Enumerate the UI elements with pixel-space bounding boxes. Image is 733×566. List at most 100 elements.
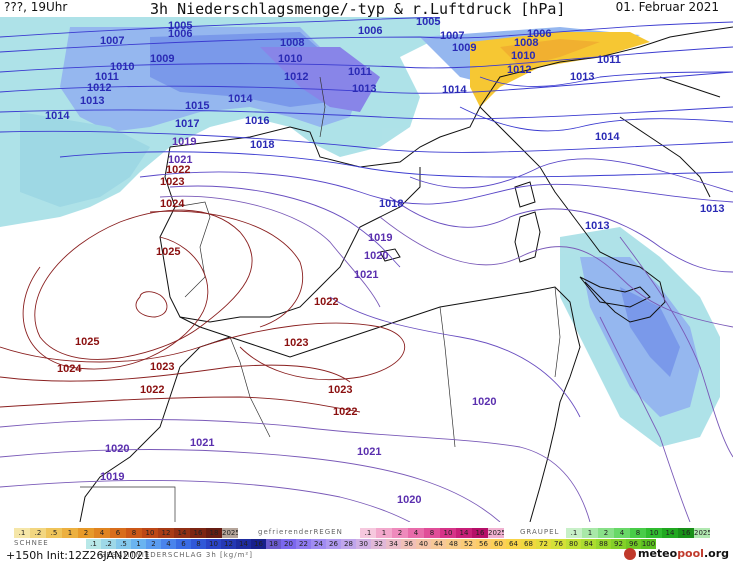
- graupel-legend-title: GRAUPEL: [520, 528, 560, 536]
- isobar-label: 1009: [150, 53, 174, 65]
- legend-swatch: 26: [326, 539, 341, 549]
- legend-swatch: 10: [440, 528, 456, 538]
- legend-swatch: .1: [566, 528, 582, 538]
- isobar-label: 1025: [156, 246, 180, 258]
- legend-swatch: 2: [78, 528, 94, 538]
- isobar-label: 1017: [175, 118, 199, 130]
- isobar-label: 1013: [570, 71, 594, 83]
- legend-swatch: 84: [581, 539, 596, 549]
- legend-swatch: .5: [46, 528, 62, 538]
- legend-swatch: 6: [176, 539, 191, 549]
- isobar-label: 1018: [250, 139, 274, 151]
- isobar-label: 1025: [75, 336, 99, 348]
- legend-swatch: 52: [461, 539, 476, 549]
- isobar-label: 1010: [511, 50, 535, 62]
- isobar-label: 1006: [168, 28, 192, 40]
- legend-swatch: 14: [456, 528, 472, 538]
- legend-swatch: 1: [376, 528, 392, 538]
- isobar-label: 1008: [514, 37, 538, 49]
- isobar-label: 1012: [284, 71, 308, 83]
- brand-text-pool: pool: [677, 547, 704, 560]
- isobar-label: 1007: [100, 35, 124, 47]
- isobar-label: 1014: [45, 110, 70, 122]
- isobar-label: 1013: [700, 203, 724, 215]
- freezing-rain-legend-title: gefrierenderREGEN: [258, 528, 343, 536]
- isobar-label: 1015: [185, 100, 209, 112]
- isobar-label: 1022: [314, 296, 338, 308]
- legend-swatch: 1: [582, 528, 598, 538]
- legend-swatch: 88: [596, 539, 611, 549]
- brand-text-meteo: meteo: [637, 547, 678, 560]
- legend-swatch: 92: [611, 539, 626, 549]
- total-precip-legend-title: GESAMTNIEDERSCHLAG 3h [kg/m²]: [100, 551, 253, 559]
- legend-swatch: 56: [476, 539, 491, 549]
- legend-swatch: 44: [431, 539, 446, 549]
- legend-swatch: 12: [158, 528, 174, 538]
- legend-swatch: 1: [131, 539, 146, 549]
- legend-swatch: 8: [191, 539, 206, 549]
- legend-swatch: 80: [566, 539, 581, 549]
- legend-swatch: 60: [491, 539, 506, 549]
- isobar-label: 1023: [150, 361, 174, 373]
- isobar-label: 1014: [442, 84, 467, 96]
- isobar-label: 1013: [352, 83, 376, 95]
- legend-swatch: 8: [424, 528, 440, 538]
- isobar-label: 1007: [440, 30, 464, 42]
- forecast-date: 01. Februar 2021: [615, 0, 719, 14]
- isobar-label: 1022: [333, 406, 357, 418]
- isobar-label: 1013: [80, 95, 104, 107]
- coastline-layer: [79, 26, 733, 522]
- legend-swatch: 2025+: [222, 528, 238, 538]
- legend-swatch: 4: [94, 528, 110, 538]
- legend-swatch: 14: [174, 528, 190, 538]
- isobar-label: 1022: [166, 164, 190, 176]
- isobar-label: 1011: [95, 71, 119, 83]
- legend-swatch: 14: [662, 528, 678, 538]
- isobar-label: 1005: [416, 17, 440, 28]
- legend-swatch: 14: [236, 539, 251, 549]
- isobar-label: 1021: [357, 446, 381, 458]
- legend-swatch: 4: [614, 528, 630, 538]
- isobar-lines: [0, 17, 733, 522]
- isobar-label: 1010: [278, 53, 302, 65]
- isobar-label: 1016: [245, 115, 269, 127]
- legend-swatch: 32: [371, 539, 386, 549]
- legend-swatch: .2: [101, 539, 116, 549]
- legend-swatch: 100: [641, 539, 656, 549]
- legend-swatch: 30: [356, 539, 371, 549]
- isobar-label: 1022: [140, 384, 164, 396]
- legend-swatch: 2: [598, 528, 614, 538]
- isobar-label: 1020: [397, 494, 421, 506]
- precipitation-pressure-map: 1005 1006 1007 1009 1010 1011 1012 1013 …: [0, 17, 733, 522]
- isobar-label: 1020: [472, 396, 496, 408]
- isobar-label: 1020: [364, 250, 388, 262]
- legend-swatch: 2025+: [488, 528, 504, 538]
- map-title: 3h Niederschlagsmenge/-typ & r.Luftdruck…: [150, 0, 566, 18]
- isobar-label: 1013: [585, 220, 609, 232]
- legend-swatch: 76: [551, 539, 566, 549]
- legend-swatch: 2025+: [694, 528, 710, 538]
- legend-swatch: 2: [146, 539, 161, 549]
- isobar-label: 1023: [284, 337, 308, 349]
- legend-swatch: 4: [408, 528, 424, 538]
- legend-swatch: 6: [110, 528, 126, 538]
- isobar-label: 1006: [527, 28, 551, 40]
- isobar-label: 1010: [110, 61, 134, 73]
- legend-swatch: 72: [536, 539, 551, 549]
- isobar-label: 1011: [597, 54, 621, 66]
- isobar-label: 1019: [172, 136, 196, 148]
- legend-swatch: 34: [386, 539, 401, 549]
- isobar-label: 1019: [368, 232, 392, 244]
- isobar-label: 1024: [57, 363, 82, 375]
- snow-legend-title: SCHNEE: [14, 539, 49, 547]
- brand-logo[interactable]: meteopool.org: [623, 547, 729, 560]
- isobar-label: 1020: [105, 443, 129, 455]
- isobar-label: 1021: [190, 437, 214, 449]
- isobar-label: 1023: [160, 176, 184, 188]
- isobar-label: 1009: [452, 42, 476, 54]
- legend-swatch: .2: [30, 528, 46, 538]
- run-info: +150h Init:12Z26JAN2021: [6, 549, 151, 562]
